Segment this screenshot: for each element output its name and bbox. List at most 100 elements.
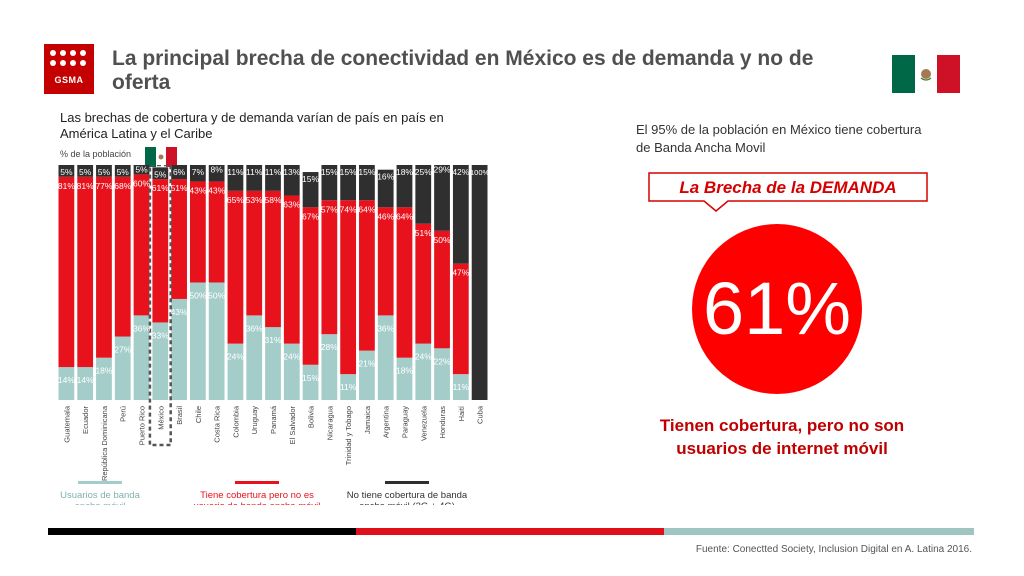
data-label-2-1: 5% [79,167,92,177]
coverage-statement: El 95% de la población en México tiene c… [636,122,922,155]
category-label-0: Guatemala [62,405,71,443]
bar-usuarios-16 [359,350,375,400]
data-label-1-14: 57% [321,204,338,214]
bar-brecha-21 [452,263,469,375]
data-label-0-1: 14% [77,375,94,385]
bar-usuarios-2 [96,357,112,400]
data-label-1-4: 60% [133,178,150,188]
bar-usuarios-7 [189,282,206,400]
legend-swatch-0 [78,481,122,484]
bar-usuarios-11 [265,327,281,400]
category-label-1: Ecuador [81,406,90,434]
bar-sin-cobertura-15 [340,165,357,201]
bar-brecha-0 [58,176,75,368]
data-label-2-15: 15% [340,167,357,177]
big-caption: Tienen cobertura, pero no son usuarios d… [659,416,905,458]
data-label-0-14: 28% [321,342,338,352]
data-label-0-18: 18% [396,366,413,376]
bar-sin-cobertura-17 [377,169,394,208]
bar-sin-cobertura-9 [227,165,244,191]
bar-sin-cobertura-16 [359,165,375,201]
data-label-2-18: 18% [396,167,413,177]
bar-sin-cobertura-0 [58,165,75,177]
data-label-0-7: 50% [189,291,206,301]
bar-brecha-14 [321,200,338,335]
bar-usuarios-12 [283,343,300,400]
category-label-9: Colombia [231,405,240,438]
data-label-0-0: 14% [58,375,75,385]
bar-usuarios-3 [114,336,131,400]
bottom-bar-black [48,528,356,535]
bar-usuarios-19 [415,343,432,400]
gsma-logo: GSMA [44,44,94,94]
bar-brecha-18 [396,207,413,358]
data-label-2-20: 29% [434,165,451,175]
bottom-bar-red [356,528,664,535]
y-axis-label: % de la población [60,149,132,159]
bar-brecha-19 [415,223,432,344]
data-label-0-6: 43% [171,307,188,317]
data-label-2-8: 8% [211,165,224,175]
data-label-2-12: 13% [283,167,300,177]
bar-sin-cobertura-18 [396,165,413,208]
category-label-18: Paraguay [400,406,409,438]
bar-sin-cobertura-10 [246,165,263,191]
bar-brecha-15 [340,200,357,375]
legend-label-2-line2: ancha móvil (3G + 4G) [359,501,455,505]
data-label-0-15: 11% [340,382,357,392]
data-label-0-10: 36% [246,323,263,333]
bar-brecha-2 [96,176,112,358]
data-label-0-4: 36% [133,323,150,333]
category-label-14: Nicaragua [325,405,334,440]
category-label-17: Argentina [382,405,391,438]
bar-sin-cobertura-7 [189,165,206,182]
logo-text: GSMA [54,75,84,85]
data-label-0-13: 15% [302,373,319,383]
bar-brecha-16 [359,200,375,351]
category-label-11: Panamá [269,405,278,434]
bar-usuarios-5 [152,322,169,400]
category-label-6: Brasil [175,406,184,425]
legend-label-0-line2: ancha móvil [75,501,126,505]
data-label-0-3: 27% [114,345,131,355]
bar-usuarios-15 [340,374,357,400]
bar-sin-cobertura-8 [208,165,225,182]
data-label-1-17: 46% [377,211,394,221]
category-label-10: Uruguay [250,406,259,435]
bar-brecha-4 [133,174,150,316]
category-label-5: México [156,406,165,430]
bar-brecha-13 [302,207,319,365]
logo-dots-icon [50,50,86,66]
bar-sin-cobertura-5 [152,167,169,180]
category-label-12: El Salvador [288,406,297,445]
bar-sin-cobertura-11 [265,165,281,191]
bar-brecha-20 [434,230,450,349]
data-label-2-9: 11% [227,167,244,177]
data-label-1-2: 77% [95,181,112,191]
data-label-2-22: 100% [470,168,490,177]
callout-box [648,172,928,212]
bar-sin-cobertura-4 [133,165,150,175]
legend-label-2-line1: No tiene cobertura de banda [347,490,468,501]
bar-brecha-10 [246,190,263,316]
bar-usuarios-17 [377,315,394,400]
data-label-2-3: 5% [117,167,130,177]
data-label-1-18: 64% [396,211,413,221]
data-label-2-13: 15% [302,174,319,184]
bar-sin-cobertura-12 [283,165,300,196]
data-label-0-9: 24% [227,352,244,362]
data-label-0-2: 18% [95,366,112,376]
highlight-box-mexico [148,165,172,447]
data-label-2-17: 16% [377,172,394,182]
mexico-flag-icon [892,55,960,93]
data-label-1-15: 74% [340,204,357,214]
legend-label-0-line1: Usuarios de banda [60,490,140,501]
bar-sin-cobertura-19 [415,165,432,224]
bar-sin-cobertura-22 [471,165,488,400]
data-label-1-16: 64% [358,204,375,214]
data-label-2-10: 11% [246,167,263,177]
big-percentage: 61% [702,267,852,350]
data-label-1-8: 43% [208,185,225,195]
data-label-1-5: 61% [152,183,169,193]
bar-usuarios-21 [452,374,469,400]
